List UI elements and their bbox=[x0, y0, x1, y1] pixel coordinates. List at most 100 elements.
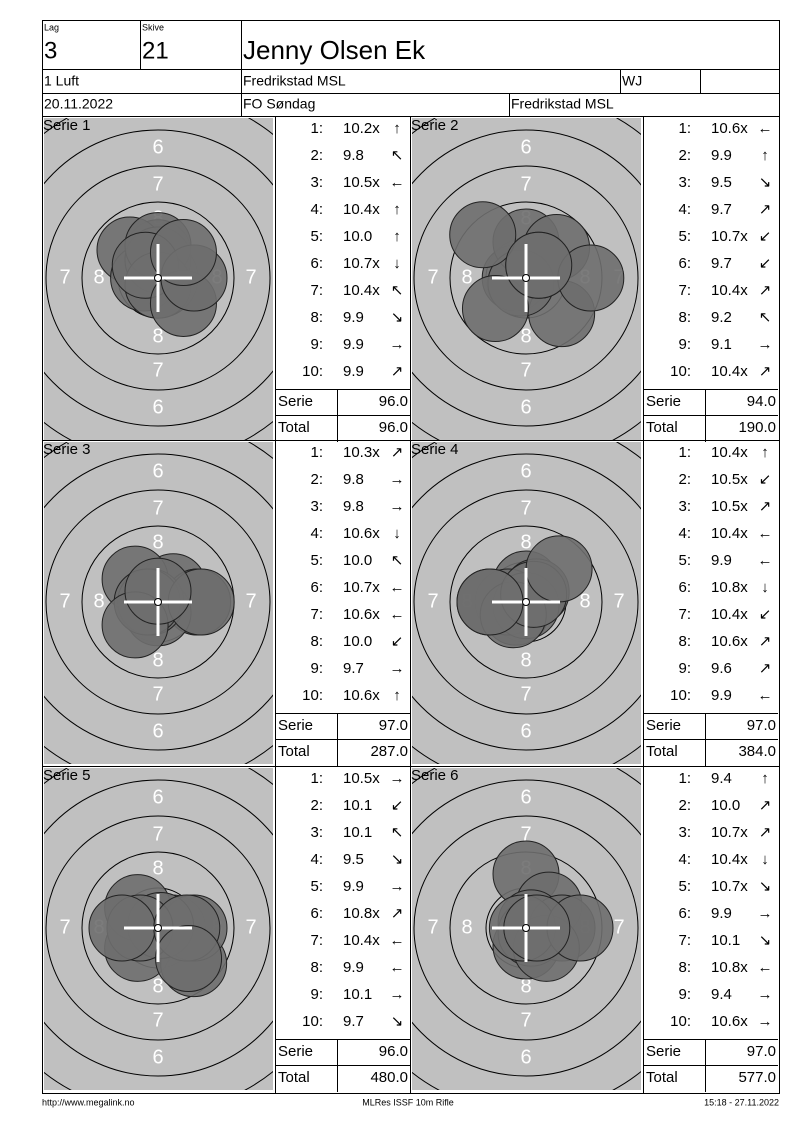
shot-number: 1: bbox=[678, 444, 691, 461]
ring-number: 7 bbox=[245, 916, 256, 938]
shot-arrow: ← bbox=[390, 579, 405, 596]
ring-number: 8 bbox=[520, 649, 531, 671]
ring-number: 6 bbox=[152, 396, 163, 418]
ring-number: 7 bbox=[427, 266, 438, 288]
shot-arrow: ↗ bbox=[759, 797, 772, 814]
ring-number: 8 bbox=[520, 975, 531, 997]
shot-number: 10: bbox=[670, 687, 691, 704]
ring-number: 7 bbox=[59, 590, 70, 612]
shot-arrow: ↑ bbox=[761, 147, 769, 164]
total-score: 96.0 bbox=[379, 419, 408, 436]
shot-score: 9.2 bbox=[711, 309, 732, 326]
shot-number: 6: bbox=[678, 255, 691, 272]
shot-score: 10.5x bbox=[343, 174, 380, 191]
ring-number: 7 bbox=[520, 173, 531, 195]
shot-arrow: → bbox=[758, 336, 773, 353]
ring-number: 6 bbox=[152, 786, 163, 808]
total-label: Total bbox=[646, 1069, 678, 1086]
shot-number: 3: bbox=[310, 824, 323, 841]
shot bbox=[461, 275, 529, 343]
target: 6677887788 bbox=[412, 442, 641, 764]
shot-score: 9.4 bbox=[711, 986, 732, 1003]
shot-number: 6: bbox=[678, 905, 691, 922]
ring-number: 7 bbox=[427, 916, 438, 938]
total-score: 384.0 bbox=[738, 743, 776, 760]
shot-score: 10.6x bbox=[711, 633, 748, 650]
shot-score: 9.8 bbox=[343, 471, 364, 488]
ring-number: 7 bbox=[245, 590, 256, 612]
serie-label: Serie bbox=[646, 393, 681, 410]
ring bbox=[44, 129, 273, 427]
shot-arrow: ↗ bbox=[759, 363, 772, 380]
shot-score: 10.4x bbox=[711, 606, 748, 623]
shot-score: 10.1 bbox=[343, 824, 372, 841]
shot-number: 10: bbox=[302, 1013, 323, 1030]
shot-arrow: ↗ bbox=[391, 363, 404, 380]
shot-arrow: ↓ bbox=[761, 579, 769, 596]
shot-score: 10.5x bbox=[711, 471, 748, 488]
shot-number: 7: bbox=[310, 606, 323, 623]
class: 1 Luft bbox=[44, 73, 79, 89]
target: 6677887788 bbox=[412, 118, 641, 440]
serie-label: Serie bbox=[278, 717, 313, 734]
shot-arrow: ↘ bbox=[759, 878, 772, 895]
ring bbox=[45, 815, 271, 1041]
shot-arrow: ↑ bbox=[761, 770, 769, 787]
ring-number: 7 bbox=[520, 497, 531, 519]
total-label: Total bbox=[278, 743, 310, 760]
shot-score: 9.8 bbox=[343, 147, 364, 164]
shot-arrow: ← bbox=[758, 120, 773, 137]
ring-number: 8 bbox=[520, 531, 531, 553]
shot-score: 10.8x bbox=[711, 579, 748, 596]
series-label: Serie 5 bbox=[43, 767, 91, 784]
ring-number: 6 bbox=[152, 1046, 163, 1068]
shot-arrow: ← bbox=[758, 525, 773, 542]
shot-arrow: ↗ bbox=[759, 660, 772, 677]
shot-arrow: ← bbox=[390, 606, 405, 623]
shot-score: 9.7 bbox=[711, 201, 732, 218]
serie-label: Serie bbox=[646, 1043, 681, 1060]
shot-number: 1: bbox=[310, 444, 323, 461]
shot-number: 10: bbox=[670, 1013, 691, 1030]
ring-number: 6 bbox=[520, 136, 531, 158]
shot-number: 8: bbox=[310, 959, 323, 976]
shot-score: 10.6x bbox=[343, 687, 380, 704]
ring-number: 7 bbox=[152, 359, 163, 381]
series-label: Serie 4 bbox=[411, 441, 459, 458]
skive: 21 bbox=[142, 37, 169, 64]
ring-number: 7 bbox=[152, 173, 163, 195]
shot-score: 9.9 bbox=[343, 363, 364, 380]
shot-score: 10.4x bbox=[711, 525, 748, 542]
date: 20.11.2022 bbox=[44, 96, 113, 112]
shot-number: 6: bbox=[310, 255, 323, 272]
ring-number: 8 bbox=[152, 649, 163, 671]
ring-number: 7 bbox=[613, 590, 624, 612]
serie-label: Serie bbox=[278, 393, 313, 410]
shot-score: 10.4x bbox=[711, 363, 748, 380]
shot-arrow: ↙ bbox=[759, 255, 772, 272]
shot-arrow: → bbox=[758, 986, 773, 1003]
shot-arrow: ↘ bbox=[391, 309, 404, 326]
shot-arrow: ↑ bbox=[393, 201, 401, 218]
ring-number: 7 bbox=[152, 683, 163, 705]
ring-number: 7 bbox=[152, 1009, 163, 1031]
shot-score: 10.4x bbox=[711, 444, 748, 461]
shot-arrow: ↗ bbox=[391, 444, 404, 461]
skive-label: Skive bbox=[142, 22, 164, 32]
ring-number: 6 bbox=[152, 136, 163, 158]
shot-number: 3: bbox=[678, 498, 691, 515]
shot-number: 10: bbox=[670, 363, 691, 380]
shot-number: 7: bbox=[310, 932, 323, 949]
ring-number: 8 bbox=[93, 590, 104, 612]
ring bbox=[412, 779, 641, 1077]
shot-score: 10.5x bbox=[343, 770, 380, 787]
ring bbox=[413, 489, 639, 715]
frame bbox=[42, 20, 780, 1094]
ring-number: 6 bbox=[520, 786, 531, 808]
ring-number: 8 bbox=[520, 325, 531, 347]
ring-number: 7 bbox=[520, 683, 531, 705]
serie-score: 97.0 bbox=[747, 1043, 776, 1060]
shot-number: 3: bbox=[310, 174, 323, 191]
shot-score: 9.9 bbox=[711, 147, 732, 164]
shot-arrow: ↘ bbox=[759, 174, 772, 191]
